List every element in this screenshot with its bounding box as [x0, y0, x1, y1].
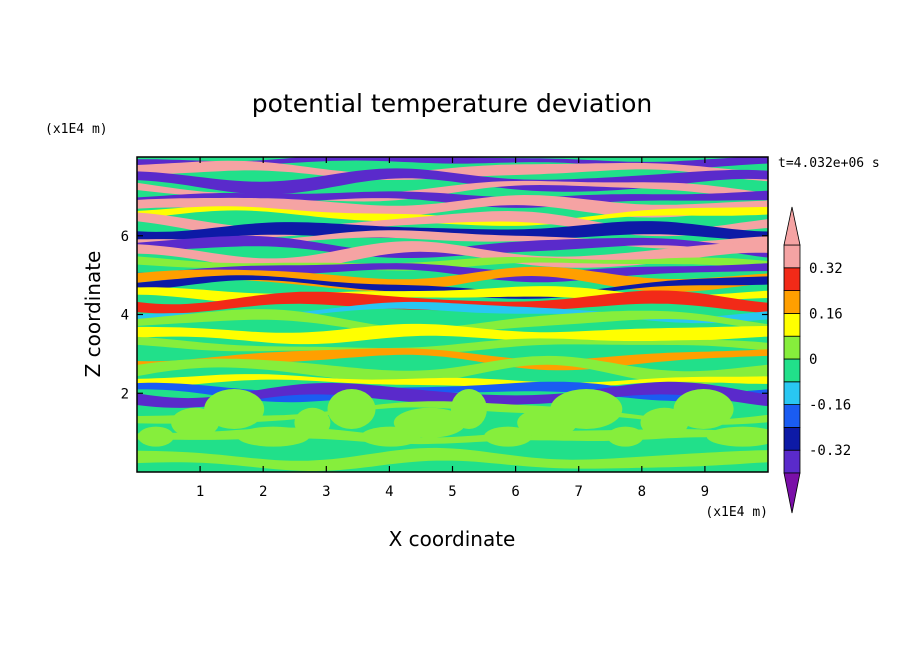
- contour-band: [137, 266, 768, 293]
- time-label: t=4.032e+06 s: [778, 156, 880, 171]
- y-axis-label: Z coordinate: [81, 251, 105, 378]
- colorbar-tick-label: 0.16: [809, 306, 843, 322]
- contour-band: [137, 160, 768, 182]
- chart-title: potential temperature deviation: [252, 89, 652, 118]
- y-tick-label: 6: [121, 229, 129, 245]
- x-tick-label: 5: [448, 484, 456, 500]
- colorbar-segment: [783, 244, 801, 269]
- contour-blob: [327, 389, 376, 429]
- contour-blob: [607, 426, 644, 447]
- colorbar-tick-label: -0.16: [809, 398, 851, 414]
- contour-band: [137, 323, 768, 345]
- colorbar-tick-label: -0.32: [809, 443, 851, 459]
- contour-blob: [237, 426, 310, 447]
- contour-band: [137, 336, 768, 355]
- contour-band: [137, 447, 768, 471]
- contour-blob: [450, 389, 487, 429]
- contour-band: [137, 309, 768, 335]
- y-tick-label: 4: [121, 308, 129, 324]
- y-axis-unit: (x1E4 m): [45, 122, 108, 137]
- x-tick-label: 3: [322, 484, 330, 500]
- colorbar-segment: [783, 312, 801, 337]
- colorbar-segment: [783, 404, 801, 428]
- contour-band: [137, 235, 768, 258]
- contour-band: [137, 221, 768, 241]
- contour-band: [137, 290, 768, 314]
- contour-blob: [550, 389, 623, 429]
- contour-band: [137, 374, 768, 390]
- contour-blob: [294, 407, 331, 438]
- contour-blob: [393, 407, 466, 438]
- contour-blob: [204, 389, 265, 429]
- x-tick-label: 8: [638, 484, 646, 500]
- colorbar-extend-top: [783, 206, 801, 246]
- x-tick-label: 6: [511, 484, 519, 500]
- colorbar-segment: [783, 358, 801, 383]
- contour-blob: [673, 389, 734, 429]
- contour-band: [137, 263, 768, 283]
- y-tick-label: 2: [121, 386, 129, 402]
- x-axis-unit: (x1E4 m): [705, 505, 768, 520]
- x-tick-label: 9: [701, 484, 709, 500]
- contour-blob: [706, 426, 768, 447]
- contour-blob: [137, 426, 174, 447]
- colorbar-tick-label: 0.32: [809, 261, 843, 277]
- colorbar-segment: [783, 426, 801, 451]
- contour-blob: [484, 426, 532, 447]
- colorbar-segment: [783, 449, 801, 474]
- x-tick-label: 1: [196, 484, 204, 500]
- x-tick-label: 2: [259, 484, 267, 500]
- x-axis-label: X coordinate: [389, 527, 516, 551]
- contour-band: [137, 206, 768, 226]
- colorbar: 0.32 0.16 0 -0.16 -0.32: [783, 206, 851, 514]
- contour-field: [137, 157, 768, 471]
- contour-band: [137, 168, 768, 195]
- colorbar-segment: [783, 335, 801, 360]
- contour-band: [137, 381, 768, 408]
- x-axis-ticks: 1 2 3 4 5 6 7 8 9: [196, 157, 709, 500]
- colorbar-segment: [783, 290, 801, 314]
- x-tick-label: 4: [385, 484, 393, 500]
- contour-band: [137, 355, 768, 385]
- colorbar-segment: [783, 267, 801, 291]
- contour-band: [137, 190, 768, 208]
- colorbar-segment: [783, 381, 801, 405]
- colorbar-extend-bottom: [783, 472, 801, 514]
- contour-band: [137, 256, 768, 271]
- contour-band: [137, 401, 768, 425]
- contour-band: [137, 275, 768, 299]
- contour-band: [137, 381, 768, 403]
- colorbar-tick-label: 0: [809, 352, 817, 368]
- y-axis-ticks: 2 4 6: [121, 229, 768, 402]
- x-tick-label: 7: [574, 484, 582, 500]
